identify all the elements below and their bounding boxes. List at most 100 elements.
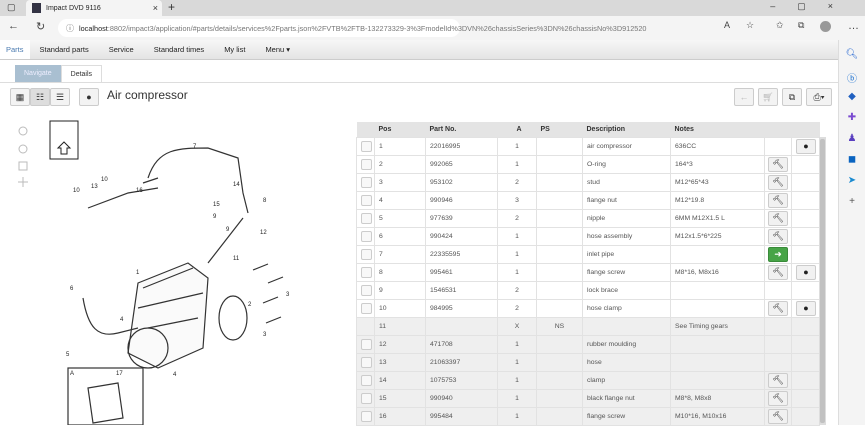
split-view-button[interactable]: ☷ [30,88,50,106]
row-checkbox[interactable] [361,230,372,242]
table-row[interactable]: 16 995484 1 flange screw M10*16, M10x16 🔨︎ [356,406,820,426]
row-select[interactable] [356,352,375,372]
drop-icon[interactable]: ➤ [847,175,857,186]
row-select[interactable] [356,262,375,282]
copy-button[interactable]: ⧉ [782,88,802,106]
row-select[interactable] [356,190,375,210]
info-button[interactable]: ● [796,138,816,154]
row-checkbox[interactable] [361,410,372,422]
table-row[interactable]: 4 990946 3 flange nut M12*19.8 🔨︎ [356,190,820,210]
column-header[interactable]: PS [536,122,583,137]
row-select[interactable] [356,388,375,408]
table-row[interactable]: 1 22016995 1 air compressor 636CC ● [356,136,820,156]
favorite-icon[interactable]: ☆ [746,20,755,30]
table-row[interactable]: 9 1546531 2 lock brace [356,280,820,300]
tool-button[interactable]: 🔨︎ [768,408,788,424]
list-view-button[interactable]: ☰ [50,88,70,106]
row-checkbox[interactable] [361,248,372,260]
column-header[interactable]: A [497,122,537,137]
tool-button[interactable]: 🔨︎ [768,156,788,172]
table-row[interactable]: 5 977639 2 nipple 6MM M12X1.5 L 🔨︎ [356,208,820,228]
row-select[interactable] [356,244,375,264]
column-header[interactable] [356,122,375,137]
tab-navigate[interactable]: Navigate [15,65,61,83]
row-checkbox[interactable] [361,176,372,188]
tools-icon[interactable]: ✚ [847,112,857,123]
row-checkbox[interactable] [361,194,372,206]
column-header[interactable]: Part No. [425,122,498,137]
table-row[interactable]: 13 21063397 1 hose [356,352,820,372]
info-button[interactable]: ● [79,88,99,106]
tool-button[interactable]: 🔨︎ [768,228,788,244]
menu-standard-parts[interactable]: Standard parts [39,45,89,54]
print-button[interactable]: ⎙▾ [806,88,832,106]
row-checkbox[interactable] [361,284,372,296]
table-row[interactable]: 3 953102 2 stud M12*65*43 🔨︎ [356,172,820,192]
row-select[interactable] [356,226,375,246]
column-header[interactable] [764,122,792,137]
grid-view-button[interactable]: ▦ [10,88,30,106]
tool-button[interactable]: 🔨︎ [768,372,788,388]
table-scrollbar[interactable] [819,137,826,425]
row-select[interactable] [356,208,375,228]
tool-button[interactable]: 🔨︎ [768,390,788,406]
back-button[interactable]: ← [734,88,754,106]
row-select[interactable] [356,136,375,156]
tool-button[interactable]: 🔨︎ [768,210,788,226]
refresh-icon[interactable]: ↻ [36,21,46,33]
back-icon[interactable]: ← [8,20,19,32]
info-button[interactable]: ● [796,300,816,316]
column-header[interactable]: Notes [670,122,765,137]
row-checkbox[interactable] [361,266,372,278]
table-row[interactable]: 6 990424 1 hose assembly M12x1.5*6*225 🔨︎ [356,226,820,246]
table-row[interactable]: 15 990940 1 black flange nut M8*8, M8x8 🔨︎ [356,388,820,408]
bing-icon[interactable]: ⓑ [847,74,857,85]
row-select[interactable] [356,280,375,300]
tab-actions-icon[interactable]: ▢ [7,2,16,12]
row-checkbox[interactable] [361,356,372,368]
profile-avatar[interactable] [820,21,831,32]
row-checkbox[interactable] [361,338,372,350]
table-row[interactable]: 10 984995 2 hose clamp 🔨︎ ● [356,298,820,318]
tool-button[interactable]: 🔨︎ [768,300,788,316]
table-row[interactable]: 11 X NS See Timing gears [356,316,820,336]
tool-button[interactable]: 🔨︎ [768,192,788,208]
window-controls[interactable]: –▢× [770,1,855,11]
search-icon[interactable]: 🔍︎ [845,49,859,60]
menu-parts[interactable]: Parts [0,40,30,59]
exploded-parts-diagram[interactable]: 7 14 10 13 10 16 15 8 9 12 9 11 1 2 3 4 … [8,118,348,425]
column-header[interactable] [791,122,820,137]
column-header[interactable]: Pos [374,122,426,137]
table-row[interactable]: 2 992065 1 O-ring 164*3 🔨︎ [356,154,820,174]
add-icon[interactable]: + [849,196,855,207]
row-select[interactable] [356,334,375,354]
menu-standard-times[interactable]: Standard times [153,45,205,54]
favorites-icon[interactable]: ✩ [776,20,784,30]
row-checkbox[interactable] [361,212,372,224]
row-checkbox[interactable] [361,374,372,386]
row-checkbox[interactable] [361,302,372,314]
tab-details[interactable]: Details [60,65,103,83]
row-select[interactable] [356,370,375,390]
menu-my-list[interactable]: My list [224,45,246,54]
table-row[interactable]: 7 22335595 1 inlet pipe ➜ [356,244,820,264]
browser-tab[interactable]: Impact DVD 9116 × [26,0,162,16]
more-icon[interactable]: … [848,20,859,32]
row-checkbox[interactable] [361,392,372,404]
table-row[interactable]: 12 471708 1 rubber moulding [356,334,820,354]
close-tab-icon[interactable]: × [152,3,158,13]
row-checkbox[interactable] [361,158,372,170]
games-icon[interactable]: ♟ [847,133,857,144]
row-select[interactable] [356,154,375,174]
menu-dropdown[interactable]: Menu ▾ [265,45,291,54]
url-input[interactable]: ⓘ localhost:8802/impact3/application/#pa… [58,19,646,37]
collections-icon[interactable]: ⧉ [798,20,805,30]
shopping-icon[interactable]: ◆ [848,91,856,102]
tool-button[interactable]: 🔨︎ [768,174,788,190]
column-header[interactable]: Description [582,122,671,137]
info-icon[interactable]: ⓘ [66,23,74,33]
outlook-icon[interactable]: ◼ [847,154,857,165]
row-checkbox[interactable] [361,140,372,152]
table-row[interactable]: 8 995461 1 flange screw M8*16, M8x16 🔨︎ ● [356,262,820,282]
info-button[interactable]: ● [796,264,816,280]
